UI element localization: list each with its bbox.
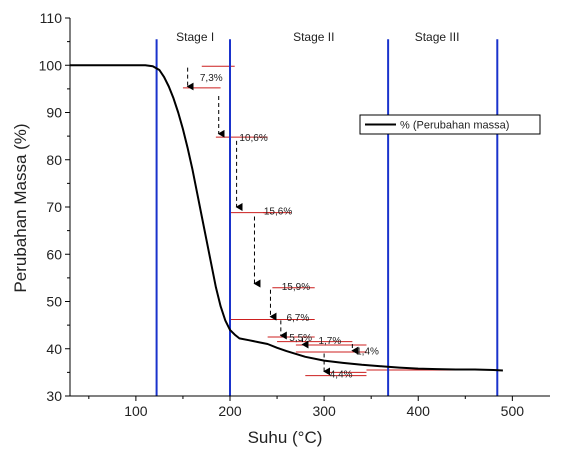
stage-label: Stage II (293, 30, 334, 44)
y-tick-label: 30 (46, 388, 62, 404)
annotation-label: 15,6% (264, 206, 292, 217)
x-axis-label: Suhu (°C) (248, 428, 323, 447)
annotation-labels: 7,3% 10,6% 15,6% 15,9% 6,7% 5,5% 1,7% 1,4%4,4% (200, 73, 379, 380)
y-tick-label: 40 (46, 341, 62, 357)
stage-lines (155, 39, 499, 396)
y-tick-label: 100 (39, 57, 63, 73)
y-tick-label: 90 (46, 105, 62, 121)
series-group (70, 64, 503, 372)
y-tick-label: 60 (46, 246, 62, 262)
x-tick-label: 100 (124, 403, 148, 419)
annotation-arrows (186, 67, 359, 376)
annotation-label: 1,4% (356, 347, 379, 358)
x-tick-label: 300 (312, 403, 336, 419)
axes (65, 17, 550, 401)
series-line (70, 64, 503, 372)
stage-labels: Stage I Stage II Stage III (176, 30, 459, 44)
stage-label: Stage III (415, 30, 460, 44)
annotation-label: 7,3% (200, 73, 223, 84)
annotation-label: 10,6% (239, 133, 267, 144)
annotation-label: 6,7% (286, 313, 309, 324)
y-tick-label: 110 (40, 10, 63, 26)
x-tick-label: 400 (407, 403, 431, 419)
y-axis-label: Perubahan Massa (%) (11, 123, 30, 292)
legend-box (359, 114, 541, 135)
legend: % (Perubahan massa) (359, 114, 541, 135)
annotation-label: 15,9% (282, 282, 310, 293)
y-tick-label: 70 (46, 199, 62, 215)
x-tick-label: 200 (218, 403, 242, 419)
annotation-label: 4,4% (330, 369, 353, 380)
legend-label: % (Perubahan massa) (400, 120, 509, 132)
annotation-label: 1,7% (318, 336, 341, 347)
y-tick-label: 50 (46, 294, 62, 310)
annotation-label: 5,5% (289, 333, 312, 344)
x-tick-label: 500 (501, 403, 525, 419)
y-tick-label: 80 (46, 152, 62, 168)
stage-label: Stage I (176, 30, 214, 44)
tick-labels: 100 200 300 400 500 30 40 50 60 70 80 90 100 110 (39, 10, 525, 419)
